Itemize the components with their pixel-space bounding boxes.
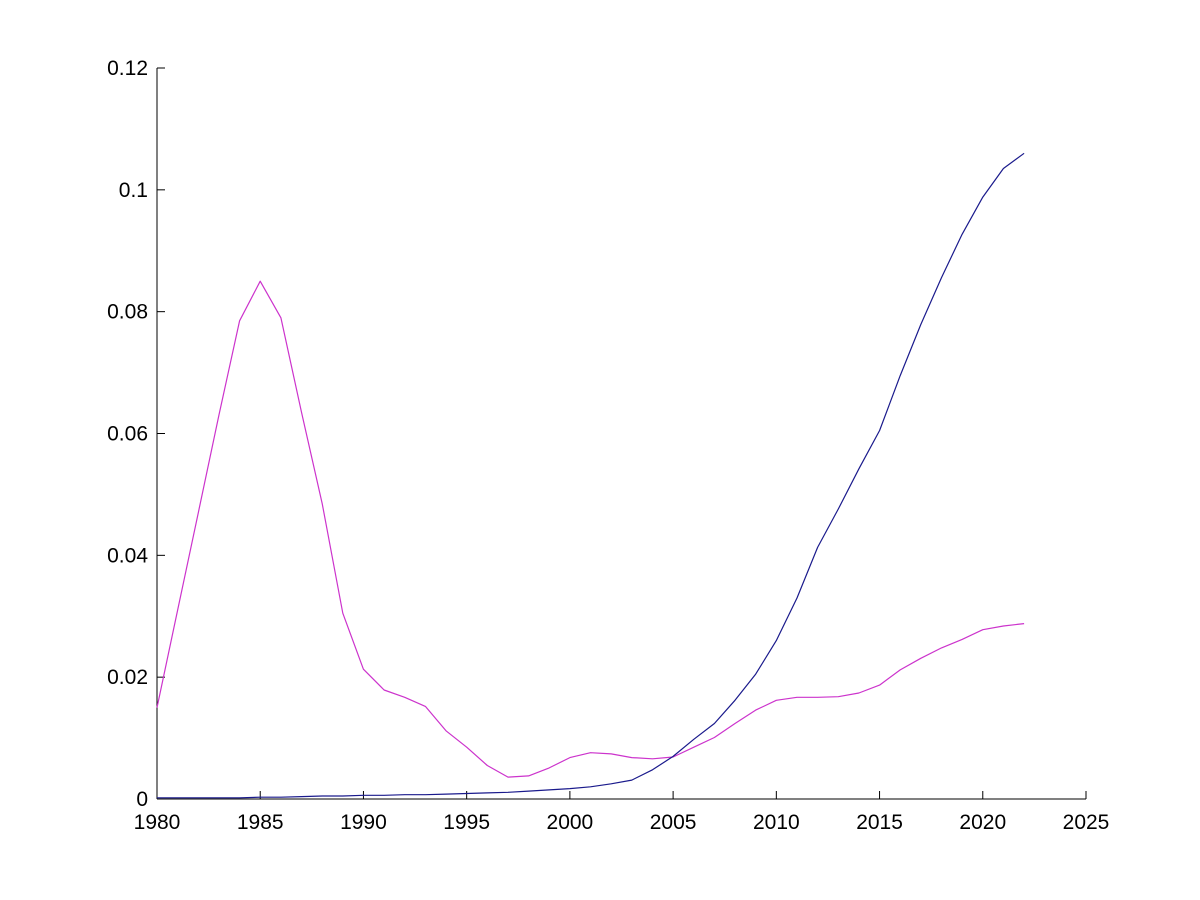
y-tick-label: 0.1 (119, 179, 148, 202)
y-tick-label: 0.04 (107, 544, 148, 567)
x-tick-label: 2005 (650, 811, 697, 834)
x-tick-label: 2010 (753, 811, 800, 834)
x-tick-label: 1990 (340, 811, 387, 834)
magenta-series-line (156, 280, 1025, 778)
y-tick-label: 0.08 (107, 301, 148, 324)
y-tick-label: 0.12 (107, 57, 148, 80)
x-tick-label: 2025 (1063, 811, 1110, 834)
x-tick-label: 2020 (959, 811, 1006, 834)
x-tick-label: 2000 (547, 811, 594, 834)
x-tick-label: 1980 (134, 811, 181, 834)
y-tick-label: 0.06 (107, 423, 148, 446)
x-tick-label: 1995 (443, 811, 490, 834)
y-tick-label: 0 (136, 788, 148, 811)
y-tick-label: 0.02 (107, 666, 148, 689)
x-tick-label: 2015 (856, 811, 903, 834)
x-tick-label: 1985 (237, 811, 284, 834)
navy-series-line (157, 152, 1025, 799)
